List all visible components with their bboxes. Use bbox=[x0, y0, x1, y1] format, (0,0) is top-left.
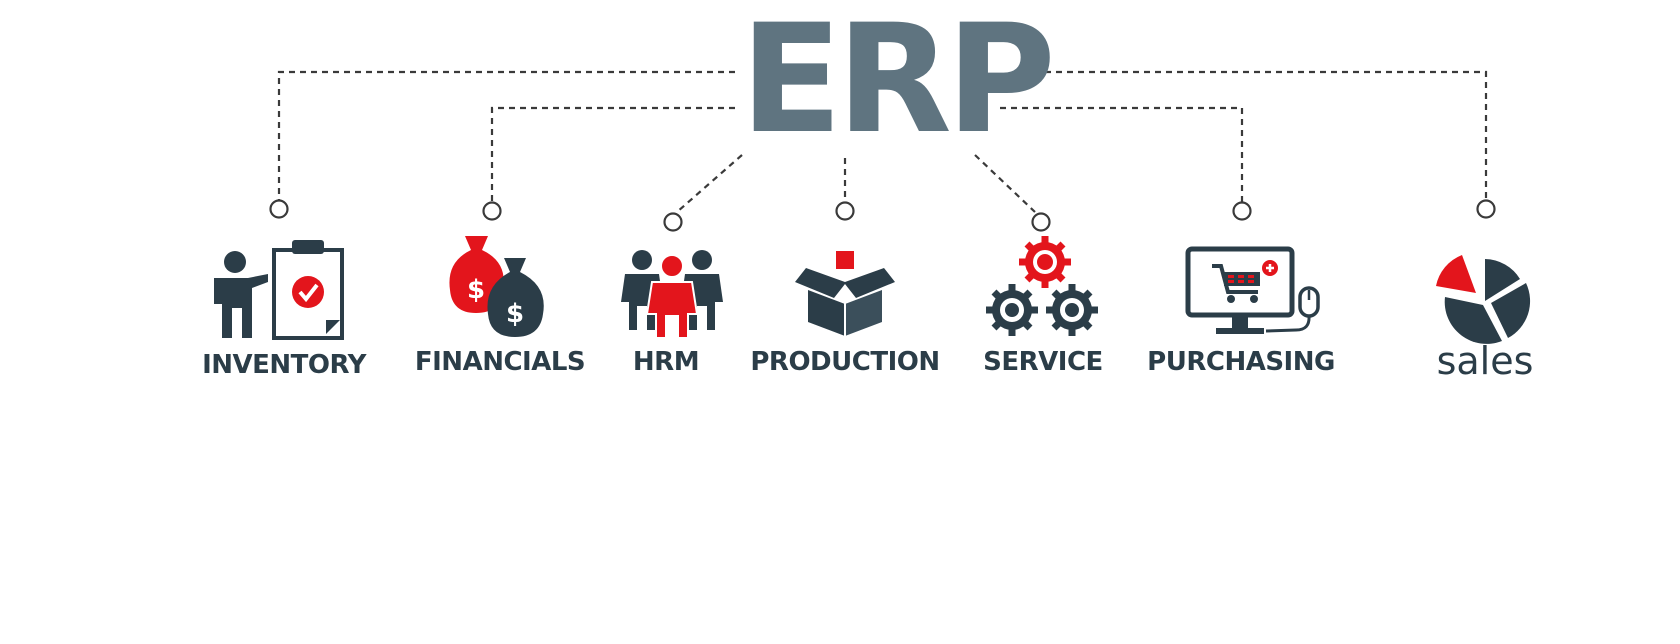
connector-financials bbox=[490, 106, 735, 203]
label-production: PRODUCTION bbox=[750, 347, 940, 377]
label-purchasing: PURCHASING bbox=[1147, 347, 1335, 377]
label-financials: FINANCIALS bbox=[414, 347, 586, 377]
label-service: SERVICE bbox=[983, 347, 1103, 377]
connector-hrm bbox=[676, 154, 743, 213]
diagram-title: ERP bbox=[740, 0, 1056, 167]
node-purchasing bbox=[1232, 201, 1252, 221]
label-inventory: INVENTORY bbox=[202, 350, 366, 380]
svg-text:$: $ bbox=[506, 299, 524, 329]
svg-text:$: $ bbox=[467, 275, 485, 305]
shopping-cart-monitor-icon bbox=[1185, 246, 1320, 334]
inventory-clipboard-icon bbox=[214, 240, 344, 340]
connector-inventory bbox=[277, 70, 735, 201]
node-financials bbox=[482, 201, 502, 221]
money-bags-icon: $ $ bbox=[449, 236, 544, 337]
node-hrm bbox=[663, 212, 683, 232]
node-inventory bbox=[269, 199, 289, 219]
label-hrm: HRM bbox=[632, 347, 700, 377]
people-group-icon bbox=[621, 250, 723, 339]
node-service bbox=[1031, 212, 1051, 232]
node-production bbox=[835, 201, 855, 221]
connector-purchasing bbox=[1000, 106, 1244, 203]
gears-icon bbox=[986, 236, 1098, 336]
label-sales: sales bbox=[1436, 339, 1534, 383]
open-box-icon bbox=[795, 251, 895, 336]
connector-sales bbox=[1045, 70, 1488, 201]
connector-service bbox=[974, 154, 1036, 213]
node-sales bbox=[1476, 199, 1496, 219]
pie-chart-icon bbox=[1436, 255, 1531, 344]
